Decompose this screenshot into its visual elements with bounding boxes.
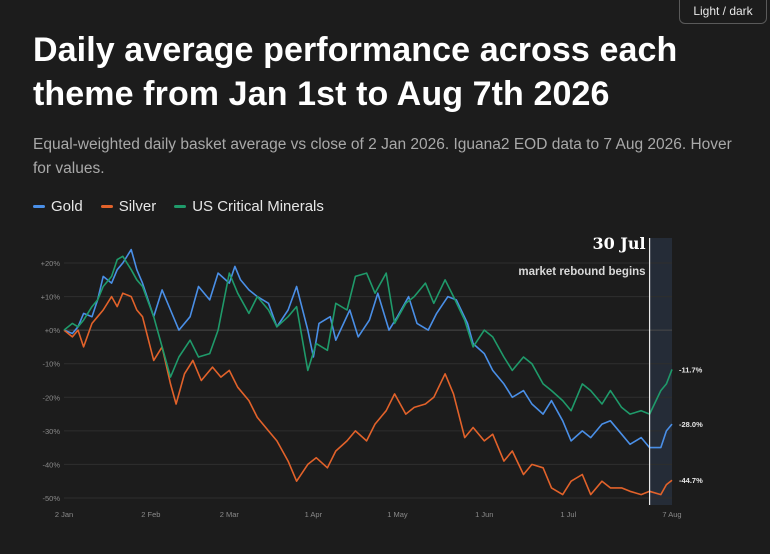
- legend-swatch-silver: [100, 205, 113, 208]
- x-tick-label: 2 Jan: [55, 510, 73, 519]
- x-tick-label: 1 May: [387, 510, 408, 519]
- legend-label-us-critical-minerals: US Critical Minerals: [192, 198, 324, 215]
- series-line-us-critical-minerals: [63, 255, 673, 415]
- legend-item-silver[interactable]: Silver: [100, 198, 157, 215]
- x-tick-label: 2 Feb: [141, 510, 160, 519]
- x-tick-label: 7 Aug: [662, 510, 681, 519]
- theme-toggle-button[interactable]: Light / dark: [679, 0, 767, 24]
- y-tick-label: -50%: [42, 494, 60, 503]
- y-tick-label: -20%: [42, 393, 60, 402]
- x-tick-label: 1 Jun: [475, 510, 493, 519]
- series-line-gold: [63, 248, 673, 449]
- y-tick-label: -30%: [42, 427, 60, 436]
- chart-legend: Gold Silver US Critical Minerals: [33, 198, 324, 215]
- legend-swatch-gold: [33, 205, 45, 208]
- legend-item-gold[interactable]: Gold: [33, 198, 83, 215]
- y-tick-label: +0%: [45, 326, 61, 335]
- legend-swatch-us-critical-minerals: [174, 205, 187, 208]
- rebound-highlight-band: [649, 238, 672, 505]
- chart-subtitle: Equal-weighted daily basket average vs c…: [33, 136, 732, 177]
- chart-title: Daily average performance across each th…: [33, 31, 678, 113]
- x-tick-label: 1 Apr: [305, 510, 323, 519]
- y-tick-label: +20%: [41, 259, 61, 268]
- legend-label-gold: Gold: [51, 198, 83, 215]
- legend-item-us-critical-minerals[interactable]: US Critical Minerals: [174, 198, 324, 215]
- x-tick-label: 2 Mar: [220, 510, 240, 519]
- annotation-date-label: 30 Jul: [592, 234, 645, 253]
- annotation-text: market rebound begins: [518, 266, 645, 278]
- y-tick-label: -10%: [42, 360, 60, 369]
- end-value-label-us-critical-minerals: -11.7%: [679, 365, 703, 374]
- x-tick-label: 1 Jul: [560, 510, 576, 519]
- end-value-label-silver: -44.7%: [679, 476, 703, 485]
- y-tick-label: -40%: [42, 460, 60, 469]
- end-value-label-gold: -28.0%: [679, 420, 703, 429]
- legend-label-silver: Silver: [118, 198, 157, 215]
- y-tick-label: +10%: [41, 293, 61, 302]
- series-line-silver: [63, 292, 673, 496]
